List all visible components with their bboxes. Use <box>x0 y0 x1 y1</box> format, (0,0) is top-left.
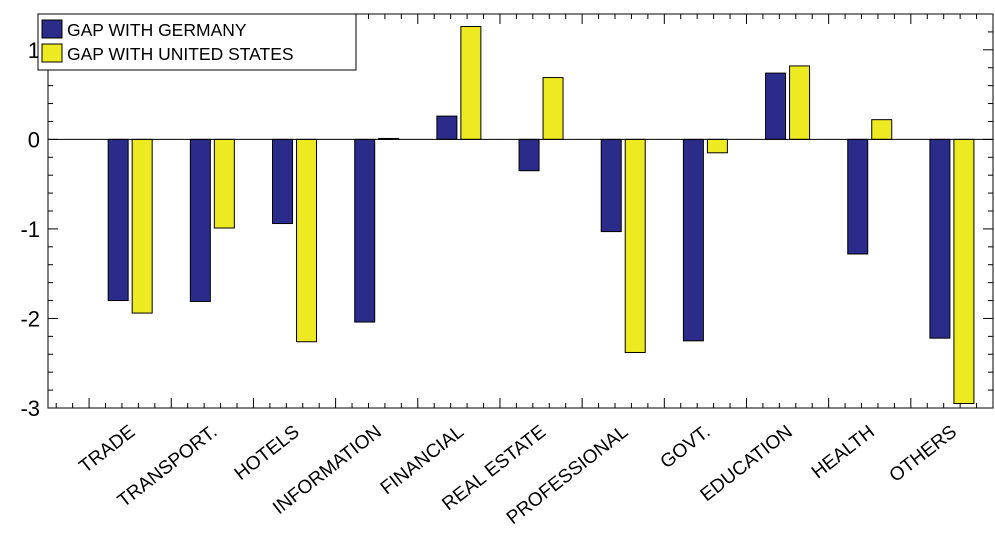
bar-united-states-health <box>871 119 893 140</box>
x-tick-label: HOTELS <box>231 421 304 484</box>
bar-germany-govt <box>682 138 704 342</box>
bars-group <box>107 26 975 405</box>
x-tick-label: HEALTH <box>808 421 879 483</box>
bar-germany-education <box>765 72 787 140</box>
bar-germany-others <box>929 138 951 339</box>
y-tick-label: -3 <box>20 396 40 421</box>
bar-united-states-real-estate <box>542 77 564 140</box>
x-tick-label: TRADE <box>76 421 140 477</box>
bar-united-states-hotels <box>296 138 318 343</box>
legend-swatch <box>41 19 63 39</box>
legend-box <box>37 13 357 71</box>
bar-germany-hotels <box>272 138 294 225</box>
legend: GAP WITH GERMANY GAP WITH UNITED STATES <box>37 13 357 71</box>
bar-germany-professional <box>600 138 622 233</box>
legend-swatch <box>41 43 63 63</box>
x-tick-label: EDUCATION <box>697 421 797 506</box>
bar-united-states-professional <box>624 138 646 353</box>
bar-united-states-transport <box>213 138 235 229</box>
bar-germany-financial <box>436 115 458 140</box>
bar-united-states-education <box>789 65 811 140</box>
bar-germany-information <box>354 138 376 323</box>
legend-entry: GAP WITH UNITED STATES <box>67 44 294 64</box>
y-tick-label: -1 <box>20 217 40 242</box>
bar-germany-trade <box>107 138 129 302</box>
bar-germany-real-estate <box>518 138 540 172</box>
bar-united-states-financial <box>460 26 482 140</box>
bar-united-states-govt <box>706 138 728 154</box>
x-tick-label: OTHERS <box>886 421 961 486</box>
x-tick-label: GOVT. <box>657 421 715 473</box>
y-tick-label: -2 <box>20 306 40 331</box>
bar-united-states-trade <box>131 138 153 314</box>
bar-germany-health <box>847 138 869 255</box>
bar-germany-transport <box>189 138 211 302</box>
y-tick-label: 0 <box>28 127 40 152</box>
bar-united-states-others <box>953 138 975 405</box>
legend-entry: GAP WITH GERMANY <box>67 20 247 40</box>
y-tick-label: 1 <box>28 38 40 63</box>
